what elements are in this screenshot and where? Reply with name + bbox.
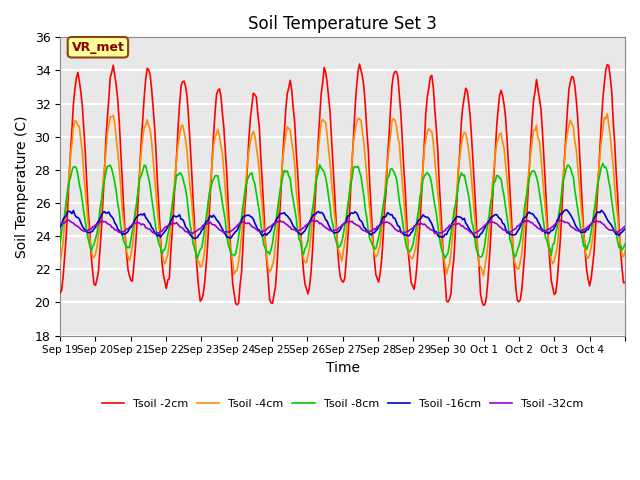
Tsoil -8cm [76, 181, 83, 187]
Tsoil -2cm [546, 258, 554, 264]
Tsoil -2cm [621, 280, 629, 286]
Tsoil -2cm [460, 94, 468, 100]
Line: Tsoil -16cm: Tsoil -16cm [60, 210, 625, 239]
Tsoil -16cm [348, 210, 356, 216]
Tsoil -8cm [599, 161, 607, 167]
Line: Tsoil -32cm: Tsoil -32cm [60, 220, 625, 234]
Tsoil -16cm [93, 220, 101, 226]
Tsoil -16cm [191, 236, 198, 241]
Tsoil -32cm [546, 226, 554, 232]
Tsoil -32cm [348, 218, 356, 224]
X-axis label: Time: Time [326, 361, 360, 375]
Tsoil -2cm [620, 280, 627, 286]
Tsoil -4cm [545, 236, 552, 242]
Tsoil -32cm [621, 224, 629, 229]
Line: Tsoil -4cm: Tsoil -4cm [60, 114, 625, 276]
Y-axis label: Soil Temperature (C): Soil Temperature (C) [15, 115, 29, 258]
Tsoil -4cm [621, 248, 629, 254]
Tsoil -4cm [76, 123, 83, 129]
Text: VR_met: VR_met [72, 41, 124, 54]
Tsoil -4cm [347, 176, 355, 182]
Tsoil -16cm [545, 231, 552, 237]
Tsoil -4cm [604, 111, 611, 117]
Tsoil -2cm [56, 290, 64, 296]
Tsoil -2cm [356, 61, 364, 67]
Tsoil -2cm [479, 302, 487, 308]
Tsoil -8cm [93, 230, 101, 236]
Tsoil -16cm [76, 216, 83, 222]
Tsoil -16cm [460, 216, 468, 221]
Tsoil -32cm [95, 221, 102, 227]
Tsoil -32cm [460, 225, 468, 230]
Tsoil -32cm [64, 217, 72, 223]
Tsoil -8cm [56, 240, 64, 246]
Tsoil -4cm [479, 273, 487, 278]
Tsoil -8cm [460, 172, 468, 178]
Tsoil -8cm [193, 256, 201, 262]
Line: Tsoil -8cm: Tsoil -8cm [60, 164, 625, 259]
Tsoil -4cm [93, 243, 101, 249]
Legend: Tsoil -2cm, Tsoil -4cm, Tsoil -8cm, Tsoil -16cm, Tsoil -32cm: Tsoil -2cm, Tsoil -4cm, Tsoil -8cm, Tsoi… [97, 395, 588, 414]
Tsoil -4cm [56, 259, 64, 265]
Tsoil -4cm [620, 254, 627, 260]
Tsoil -32cm [469, 231, 477, 237]
Tsoil -32cm [56, 221, 64, 227]
Tsoil -2cm [93, 276, 101, 282]
Title: Soil Temperature Set 3: Soil Temperature Set 3 [248, 15, 437, 33]
Tsoil -2cm [76, 78, 83, 84]
Tsoil -16cm [562, 207, 570, 213]
Tsoil -8cm [545, 244, 552, 250]
Tsoil -32cm [620, 225, 627, 230]
Tsoil -16cm [621, 226, 629, 232]
Line: Tsoil -2cm: Tsoil -2cm [60, 64, 625, 305]
Tsoil -4cm [459, 133, 467, 139]
Tsoil -16cm [620, 228, 627, 233]
Tsoil -8cm [620, 245, 627, 251]
Tsoil -32cm [77, 227, 84, 232]
Tsoil -2cm [347, 185, 355, 191]
Tsoil -8cm [348, 175, 356, 181]
Tsoil -16cm [56, 224, 64, 230]
Tsoil -8cm [621, 241, 629, 247]
